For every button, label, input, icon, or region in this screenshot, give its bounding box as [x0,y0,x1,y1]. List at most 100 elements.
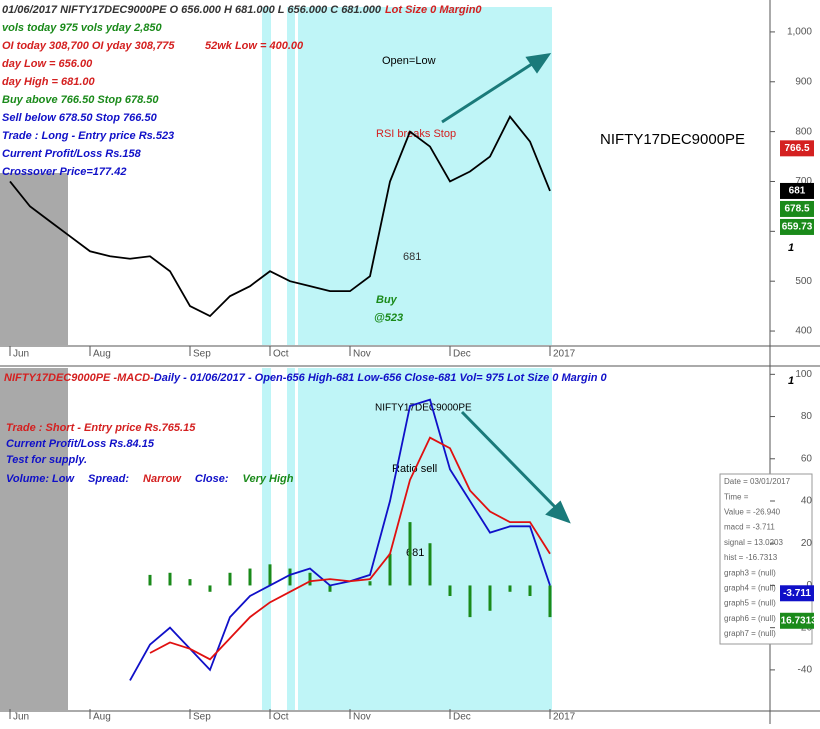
price-tag [780,200,814,217]
price-annotations: Open=Low RSI breaks Stop 681 Buy @523 NI… [205,40,794,324]
header-text: NIFTY17DEC9000PE -MACD- [4,372,154,384]
info-line: Current Profit/Loss Rs.84.15 [6,438,155,450]
tooltip-line: graph3 = (null) [724,568,776,577]
tooltip-line: graph4 = (null) [724,584,776,593]
x-tick-label: Aug [93,712,111,723]
y-tick-label: 700 [795,176,812,187]
x-tick-label: Jun [13,349,29,360]
x-tick-label: Sep [193,712,211,723]
tooltip-line: graph7 = (null) [724,629,776,638]
x-tick-label: Dec [453,349,471,360]
info-line: day Low = 656.00 [2,58,93,70]
annotation: Buy [376,294,398,306]
tooltip-line: Value = -26.940 [724,508,781,517]
header-text: Narrow [143,473,182,485]
y-tick-label: 60 [801,453,813,464]
y-tick-label: 40 [801,496,813,507]
hist-bar [328,585,332,592]
info-line: Trade : Long - Entry price Rs.523 [2,130,174,142]
info-line: 52wk Low = 400.00 [205,40,304,52]
price-tag [780,585,814,602]
hist-bar [368,581,372,586]
hist-bar [288,568,292,586]
annotation: 681 [403,251,421,263]
price-tag-label: 766.5 [784,143,809,154]
hist-bar [508,585,512,592]
info-line: Sell below 678.50 Stop 766.50 [2,112,158,124]
tooltip-line: hist = -16.7313 [724,553,778,562]
hist-bar [488,585,492,611]
y-tick-label: -40 [798,665,813,676]
series-line [149,436,551,661]
annotation: 1 [788,375,794,387]
hist-bar [448,585,452,596]
hist-bar [408,522,412,586]
tooltip-line: macd = -3.711 [724,523,775,532]
y-tick-label: 80 [801,411,813,422]
y-tick-label: 1,000 [787,27,812,38]
annotation: NIFTY17DEC9000PE [375,403,472,414]
header-text: 01/06/2017 NIFTY17DEC9000PE O 656.000 H … [2,4,382,16]
y-tick-label: 400 [795,326,812,337]
price-tag [780,182,814,199]
y-tick-label: 500 [795,276,812,287]
tooltip-line: graph6 = (null) [724,614,776,623]
price-tag [780,218,814,235]
series-line [9,115,551,318]
price-tag [780,612,814,629]
hist-bar [548,585,552,618]
price-tag-label: 678.5 [784,204,809,215]
annotation: 1 [788,242,794,254]
trend-arrows [441,53,571,524]
y-tick-label: 900 [795,76,812,87]
x-tick-label: Nov [353,349,371,360]
hist-bar [528,585,532,596]
x-tick-label: Oct [273,349,289,360]
x-tick-label: 2017 [553,712,576,723]
x-tick-label: Nov [353,712,371,723]
series-line [129,398,551,681]
hist-bar [308,572,312,586]
info-line: Buy above 766.50 Stop 678.50 [2,94,159,106]
x-tick-label: Oct [273,712,289,723]
price-tag-label: 659.73 [782,222,813,233]
x-tick-label: 2017 [553,349,576,360]
hist-bar [428,543,432,586]
price-tag [780,140,814,157]
annotation: RSI breaks Stop [376,128,456,140]
header-text: Daily - 01/06/2017 - Open-656 High-681 L… [154,372,608,384]
info-line: vols today 975 vols yday 2,850 [2,22,162,34]
tooltip-line: Time = [724,492,749,501]
hist-bar [248,568,252,586]
x-tick-label: Sep [193,349,211,360]
x-tick-label: Dec [453,712,471,723]
price-tag-label: -3.711 [783,588,811,599]
hist-bar [228,572,232,586]
price-tag-label: 681 [789,186,806,197]
header-text: Volume: Low [6,473,75,485]
y-tick-label: 100 [795,369,812,380]
tooltip-line: Date = 03/01/2017 [724,477,791,486]
x-tick-label: Jun [13,712,29,723]
hist-bar [168,572,172,586]
hist-bar [268,564,272,586]
header-text: Close: [195,473,229,485]
tooltip-line: graph5 = (null) [724,599,776,608]
info-line: Current Profit/Loss Rs.158 [2,148,142,160]
info-line: Crossover Price=177.42 [2,166,126,178]
info-line: OI today 308,700 OI yday 308,775 [2,40,175,52]
hist-bar [188,579,192,586]
header-text: Spread: [88,473,129,485]
hist-bar [468,585,472,618]
price-tag-label: -16.7313 [777,615,817,626]
tooltip-line: signal = 13.0203 [724,538,783,547]
annotation: @523 [374,312,403,324]
y-tick-label: 800 [795,126,812,137]
annotation: Open=Low [382,55,436,67]
hist-bar [208,585,212,592]
hist-bar [388,553,392,586]
symbol-label: NIFTY17DEC9000PE [600,131,745,148]
y-tick-label: 20 [801,538,813,549]
